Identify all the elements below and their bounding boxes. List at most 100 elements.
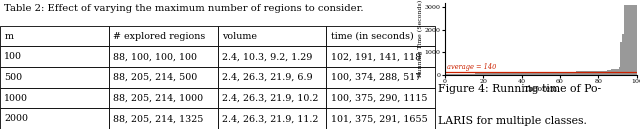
Bar: [611, 69, 612, 75]
Bar: [498, 73, 499, 75]
Bar: [551, 72, 553, 75]
Bar: [626, 5, 628, 75]
Bar: [453, 74, 456, 75]
Bar: [530, 72, 532, 75]
Bar: [579, 71, 580, 75]
Bar: [494, 73, 495, 75]
Bar: [588, 71, 589, 75]
Bar: [479, 73, 480, 75]
Bar: [584, 71, 586, 75]
Bar: [507, 73, 509, 75]
Bar: [486, 73, 488, 75]
Bar: [536, 72, 538, 75]
Bar: [586, 71, 588, 75]
Bar: [461, 74, 463, 75]
Bar: [598, 71, 599, 75]
Text: LARIS for multiple classes.: LARIS for multiple classes.: [438, 116, 588, 126]
Bar: [463, 74, 465, 75]
Bar: [524, 73, 526, 75]
Bar: [636, 5, 637, 75]
Bar: [452, 74, 453, 75]
Bar: [474, 73, 476, 75]
Bar: [614, 69, 616, 75]
Bar: [449, 74, 452, 75]
Bar: [480, 73, 483, 75]
Bar: [609, 70, 611, 75]
Bar: [506, 73, 507, 75]
Bar: [571, 72, 572, 75]
Y-axis label: Running Time (Seconds): Running Time (Seconds): [418, 0, 423, 77]
Bar: [557, 72, 559, 75]
Bar: [515, 73, 517, 75]
Bar: [471, 74, 472, 75]
Bar: [518, 73, 520, 75]
Bar: [622, 34, 624, 75]
Bar: [490, 73, 492, 75]
Bar: [607, 70, 609, 75]
Text: Figure 4: Running time of Po-: Figure 4: Running time of Po-: [438, 84, 602, 94]
Bar: [593, 71, 595, 75]
Bar: [545, 72, 547, 75]
Bar: [541, 72, 543, 75]
Bar: [561, 72, 563, 75]
Bar: [445, 74, 448, 75]
Bar: [569, 72, 571, 75]
Bar: [576, 71, 578, 75]
Bar: [621, 42, 622, 75]
Bar: [484, 73, 486, 75]
Bar: [572, 72, 574, 75]
Bar: [580, 71, 582, 75]
Bar: [582, 71, 584, 75]
Bar: [575, 72, 576, 75]
Bar: [540, 72, 541, 75]
Bar: [521, 73, 522, 75]
Bar: [549, 72, 551, 75]
Bar: [555, 72, 557, 75]
Bar: [509, 73, 511, 75]
Bar: [602, 71, 603, 75]
Bar: [618, 67, 620, 75]
Bar: [603, 71, 605, 75]
Text: Table 2: Effect of varying the maximum number of regions to consider.: Table 2: Effect of varying the maximum n…: [4, 4, 364, 13]
Bar: [553, 72, 555, 75]
Bar: [448, 74, 449, 75]
Bar: [472, 74, 474, 75]
Bar: [532, 72, 534, 75]
Bar: [488, 73, 490, 75]
Bar: [503, 73, 506, 75]
Bar: [564, 72, 567, 75]
Bar: [467, 74, 468, 75]
Bar: [538, 72, 540, 75]
Bar: [624, 5, 626, 75]
Bar: [563, 72, 564, 75]
Bar: [595, 71, 598, 75]
Bar: [468, 74, 471, 75]
Bar: [559, 72, 561, 75]
Bar: [628, 5, 630, 75]
Bar: [457, 74, 460, 75]
Bar: [632, 5, 634, 75]
Bar: [613, 69, 614, 75]
Bar: [492, 73, 494, 75]
Bar: [513, 73, 515, 75]
Bar: [599, 71, 601, 75]
Bar: [495, 73, 498, 75]
Bar: [567, 72, 568, 75]
Bar: [543, 72, 545, 75]
Bar: [483, 73, 484, 75]
Bar: [517, 73, 518, 75]
Bar: [465, 74, 467, 75]
Bar: [499, 73, 502, 75]
Bar: [511, 73, 513, 75]
Bar: [459, 74, 461, 75]
Bar: [476, 73, 479, 75]
Bar: [630, 5, 632, 75]
Bar: [526, 73, 528, 75]
Text: average = 140: average = 140: [447, 63, 496, 71]
Bar: [617, 69, 618, 75]
Bar: [590, 71, 591, 75]
Bar: [456, 74, 457, 75]
Bar: [634, 5, 636, 75]
Bar: [534, 72, 536, 75]
Bar: [528, 73, 530, 75]
